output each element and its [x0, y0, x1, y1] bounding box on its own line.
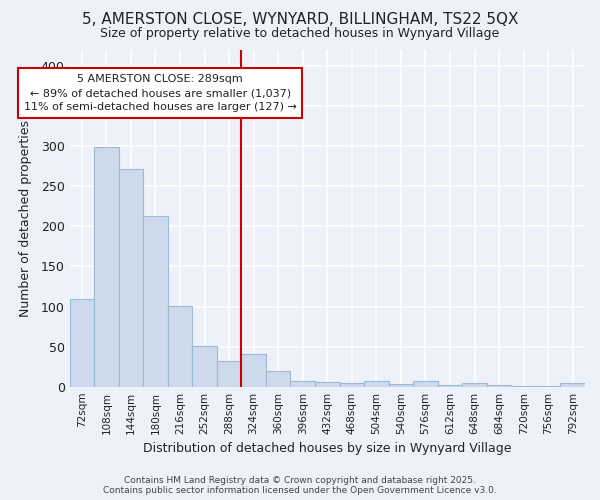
Bar: [389, 384, 413, 386]
X-axis label: Distribution of detached houses by size in Wynyard Village: Distribution of detached houses by size …: [143, 442, 512, 455]
Text: 5 AMERSTON CLOSE: 289sqm
← 89% of detached houses are smaller (1,037)
11% of sem: 5 AMERSTON CLOSE: 289sqm ← 89% of detach…: [24, 74, 297, 112]
Bar: [462, 384, 487, 386]
Bar: [119, 168, 143, 386]
Bar: [217, 361, 241, 386]
Bar: [167, 306, 192, 386]
Text: Size of property relative to detached houses in Wynyard Village: Size of property relative to detached ho…: [100, 28, 500, 40]
Bar: [340, 382, 364, 386]
Bar: [70, 298, 94, 386]
Bar: [94, 147, 119, 386]
Bar: [315, 382, 340, 386]
Bar: [438, 385, 462, 386]
Bar: [290, 381, 315, 386]
Bar: [143, 216, 167, 386]
Bar: [413, 381, 438, 386]
Bar: [560, 384, 585, 386]
Bar: [241, 354, 266, 386]
Y-axis label: Number of detached properties: Number of detached properties: [19, 120, 32, 317]
Bar: [266, 370, 290, 386]
Text: Contains HM Land Registry data © Crown copyright and database right 2025.
Contai: Contains HM Land Registry data © Crown c…: [103, 476, 497, 495]
Bar: [192, 346, 217, 387]
Bar: [487, 385, 511, 386]
Bar: [364, 381, 389, 386]
Text: 5, AMERSTON CLOSE, WYNYARD, BILLINGHAM, TS22 5QX: 5, AMERSTON CLOSE, WYNYARD, BILLINGHAM, …: [82, 12, 518, 28]
